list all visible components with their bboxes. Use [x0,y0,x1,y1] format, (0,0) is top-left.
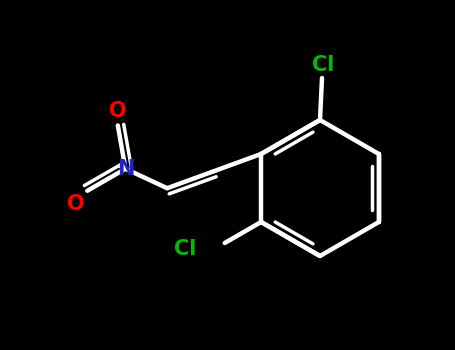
Text: N: N [117,159,134,179]
Text: Cl: Cl [312,55,334,75]
Text: Cl: Cl [174,239,197,259]
Text: O: O [67,194,84,214]
Text: O: O [109,102,126,121]
